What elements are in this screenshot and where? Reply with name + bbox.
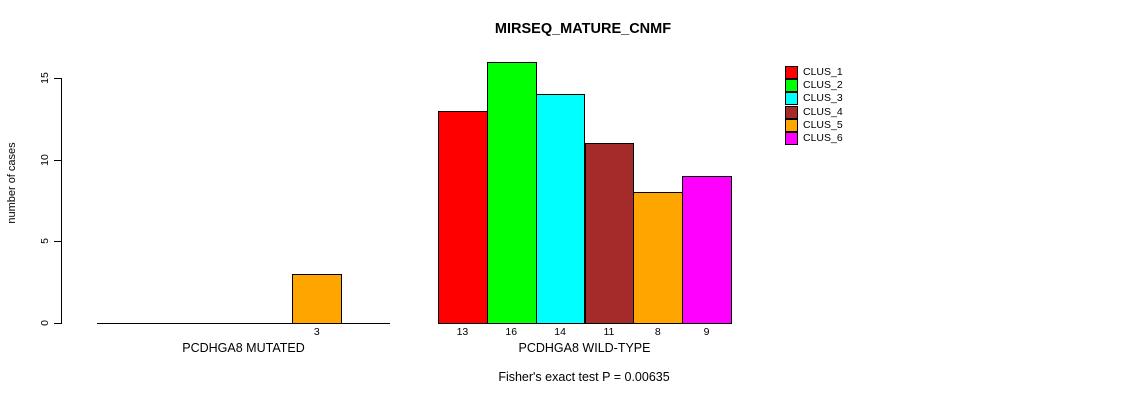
y-axis-line xyxy=(61,78,62,324)
bar-value-label: 8 xyxy=(654,326,661,338)
bar-clus_3 xyxy=(535,94,586,324)
legend-swatch-clus_1 xyxy=(785,65,798,79)
bar-value-label: 14 xyxy=(554,326,566,338)
legend-label: CLUS_1 xyxy=(803,65,843,78)
group-label: PCDHGA8 WILD-TYPE xyxy=(518,341,651,355)
legend-label: CLUS_4 xyxy=(803,105,843,118)
bar-clus_4 xyxy=(584,143,635,324)
y-axis-tick-label: 10 xyxy=(39,153,51,166)
y-axis-tick xyxy=(54,241,62,243)
bar-value-label: 9 xyxy=(703,326,710,338)
legend-label: CLUS_2 xyxy=(803,78,843,91)
bar-value-label: 11 xyxy=(603,326,615,338)
y-axis-title: number of cases xyxy=(6,142,18,224)
bar-clus_5 xyxy=(292,274,343,324)
bar-clus_1 xyxy=(438,110,488,324)
bar-value-label: 13 xyxy=(456,326,469,338)
legend-swatch-clus_2 xyxy=(785,78,798,92)
legend-swatch-clus_4 xyxy=(785,105,798,119)
legend-swatch-clus_3 xyxy=(785,92,798,106)
group-label: PCDHGA8 MUTATED xyxy=(182,341,305,355)
bar-value-label: 3 xyxy=(313,326,320,338)
y-axis-tick-label: 5 xyxy=(39,238,51,245)
legend-label: CLUS_5 xyxy=(803,118,843,131)
annotation-text: Fisher's exact test P = 0.00635 xyxy=(498,370,670,384)
bar-value-label: 16 xyxy=(505,326,518,338)
legend-swatch-clus_6 xyxy=(785,132,798,146)
y-axis-tick-label: 0 xyxy=(39,320,51,326)
y-axis-tick xyxy=(54,159,62,161)
y-axis-tick-label: 15 xyxy=(39,72,51,84)
bar-clus_2 xyxy=(486,61,537,324)
y-axis-tick xyxy=(54,78,62,79)
legend-label: CLUS_3 xyxy=(803,92,843,105)
y-axis-tick xyxy=(54,323,62,324)
legend-label: CLUS_6 xyxy=(803,132,843,145)
chart-title: MIRSEQ_MATURE_CNMF xyxy=(494,21,672,37)
x-axis-line xyxy=(97,323,390,324)
bar-clus_6 xyxy=(682,176,732,324)
bar-clus_5 xyxy=(633,192,684,324)
legend-swatch-clus_5 xyxy=(785,118,798,132)
